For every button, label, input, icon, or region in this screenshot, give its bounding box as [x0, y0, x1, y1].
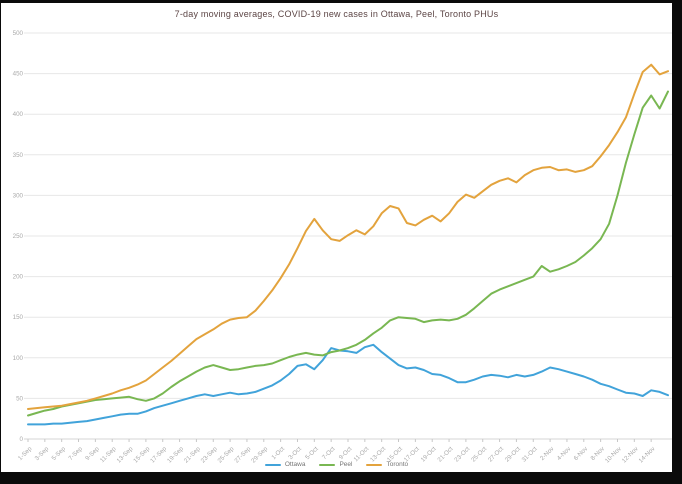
svg-text:3-Sep: 3-Sep: [34, 445, 51, 462]
svg-text:7-Sep: 7-Sep: [67, 445, 84, 462]
peel-line-swatch: [319, 463, 336, 466]
chart-panel: 0 50 100 150 200 250 300 350 400 450 500 1-Sep 3-Sep…: [1, 3, 672, 472]
svg-text:9-Oct: 9-Oct: [338, 445, 354, 461]
line-chart-plot-area: 0 50 100 150 200 250 300 350 400 450 500 1-Sep 3-Sep…: [13, 30, 672, 465]
svg-text:4-Nov: 4-Nov: [556, 445, 573, 462]
svg-text:6-Nov: 6-Nov: [573, 445, 590, 462]
legend-label-peel: Peel: [339, 461, 353, 468]
svg-text:7-Oct: 7-Oct: [321, 445, 337, 461]
svg-text:5-Sep: 5-Sep: [50, 445, 67, 462]
svg-text:5-Oct: 5-Oct: [304, 445, 320, 461]
svg-text:500: 500: [13, 30, 24, 37]
svg-text:150: 150: [13, 314, 24, 321]
svg-text:100: 100: [13, 355, 24, 362]
svg-text:2-Nov: 2-Nov: [539, 445, 556, 462]
toronto-line-swatch: [366, 463, 383, 466]
legend-label-toronto: Toronto: [386, 461, 409, 468]
svg-text:450: 450: [13, 71, 24, 78]
svg-text:250: 250: [13, 233, 24, 240]
legend-item-toronto[interactable]: Toronto: [366, 461, 408, 468]
svg-text:0: 0: [20, 436, 24, 443]
svg-text:50: 50: [16, 395, 23, 402]
svg-text:400: 400: [13, 111, 24, 118]
svg-text:350: 350: [13, 152, 24, 159]
svg-text:200: 200: [13, 274, 24, 281]
svg-text:300: 300: [13, 192, 24, 199]
chart-title: 7-day moving averages, COVID-19 new case…: [174, 9, 499, 19]
legend-item-peel[interactable]: Peel: [319, 461, 352, 468]
ottawa-line-swatch: [264, 463, 281, 466]
legend-item-ottawa[interactable]: Ottawa: [264, 461, 306, 468]
svg-text:1-Oct: 1-Oct: [270, 445, 286, 461]
svg-text:1-Sep: 1-Sep: [17, 445, 34, 462]
svg-text:3-Oct: 3-Oct: [287, 445, 303, 461]
chart-legend: Ottawa Peel Toronto: [1, 461, 672, 468]
legend-label-ottawa: Ottawa: [284, 461, 306, 468]
